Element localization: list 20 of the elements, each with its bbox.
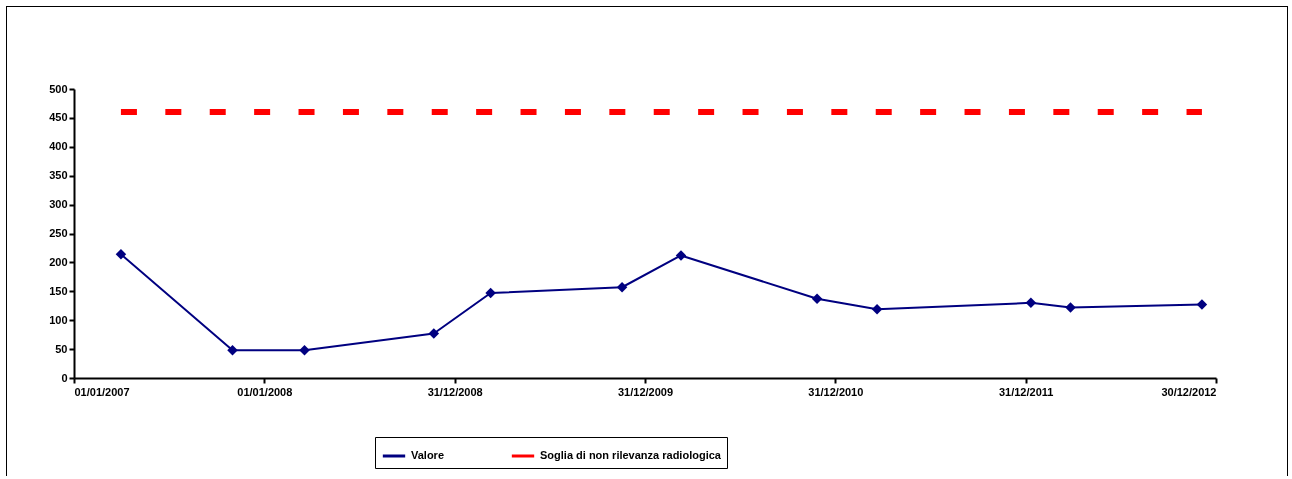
y-tick-label: 0 (61, 371, 68, 384)
x-tick-label: 01/01/2008 (237, 385, 293, 398)
y-tick-label: 300 (49, 198, 68, 211)
y-tick-label: 200 (49, 255, 68, 268)
x-tick-label: 31/12/2009 (617, 385, 674, 398)
x-tick-label: 31/12/2008 (427, 385, 483, 398)
legend-label: Soglia di non rilevanza radiologica (540, 449, 722, 461)
y-tick-label: 50 (55, 342, 68, 355)
y-tick-label: 350 (49, 169, 68, 182)
x-tick-label: 01/01/2007 (74, 385, 130, 398)
y-tick-label: 500 (49, 82, 68, 95)
y-tick-label: 400 (49, 140, 68, 153)
y-tick-label: 450 (49, 111, 68, 124)
legend-label: Valore (411, 449, 445, 461)
y-tick-label: 100 (49, 313, 68, 326)
x-tick-label: 30/12/2012 (1161, 385, 1217, 398)
y-tick-label: 150 (49, 284, 68, 297)
y-tick-label: 250 (49, 227, 68, 239)
x-tick-label: 31/12/2010 (808, 385, 864, 398)
x-tick-label: 31/12/2011 (998, 385, 1054, 398)
